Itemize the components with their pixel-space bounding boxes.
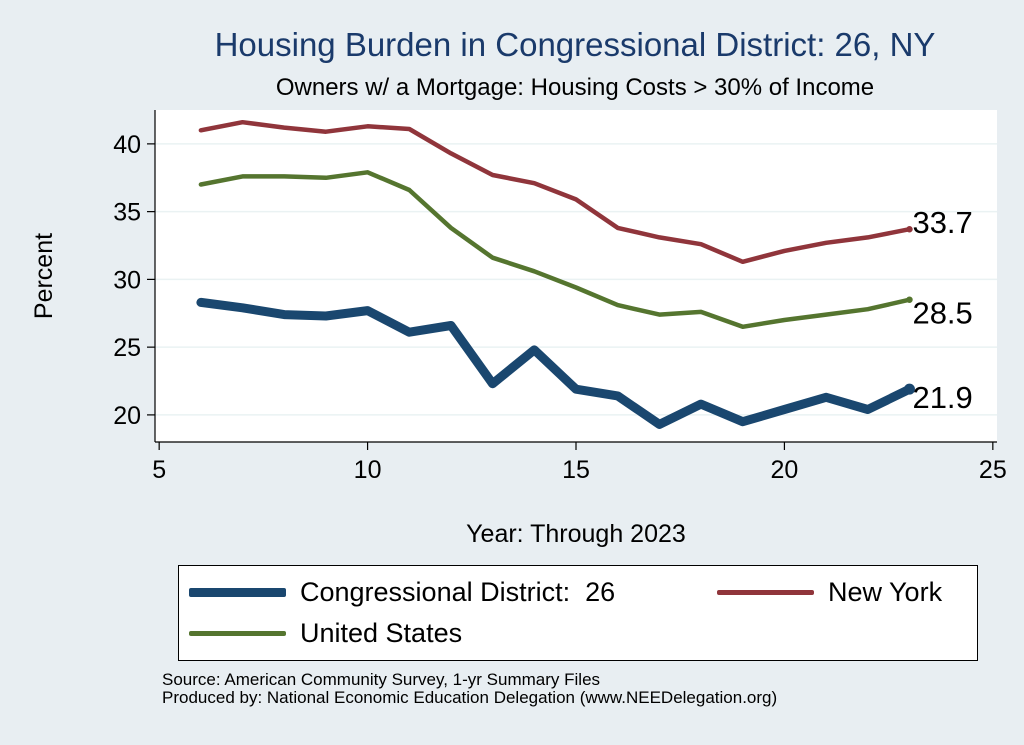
end-labels: 21.9 33.7 28.5 [912,205,972,415]
y-tick-label: 35 [113,199,141,227]
end-point-new-york [906,225,913,233]
x-tick-label: 10 [354,456,382,484]
grid-lines [155,143,997,416]
series-line-united-states [198,170,912,330]
legend-label-united-states: United States [300,618,463,648]
legend-swatch-new-york [717,590,814,595]
source-note: Source: American Community Survey, 1-yr … [162,671,777,707]
legend-item-new-york: New York [717,577,942,608]
y-tick-label: 30 [113,266,141,294]
y-tick-label: 40 [113,131,141,159]
end-point-district [903,383,915,395]
x-axis-label: Year: Through 2023 [466,520,686,548]
source-line: Source: American Community Survey, 1-yr … [162,670,601,689]
chart-title: Housing Burden in Congressional District… [214,26,936,63]
end-label-new-york: 33.7 [912,205,972,240]
x-tick-label: 25 [979,456,1007,484]
line-chart: 20 25 30 35 40 5 10 15 20 25 21.9 33.7 28.5 Percent… [30,110,1007,548]
x-tick-label: 5 [152,456,166,484]
series-line-new-york [198,119,912,265]
legend-label-district: Congressional District: 26 [300,577,616,607]
legend-item-district: Congressional District: 26 [189,577,615,608]
legend-label-new-york: New York [828,577,943,607]
axis-ticks: 20 25 30 35 40 5 10 15 20 25 [113,131,1007,484]
legend-swatch-united-states [189,631,286,636]
x-tick-label: 20 [771,456,799,484]
y-axis-label: Percent [30,233,58,319]
end-point-united-states [906,296,913,303]
end-label-united-states: 28.5 [912,296,972,331]
y-tick-label: 25 [113,334,141,362]
chart-subtitle: Owners w/ a Mortgage: Housing Costs > 30… [275,74,875,101]
producer-line: Produced by: National Economic Education… [162,688,778,707]
series-line-district [196,297,914,429]
end-label-district: 21.9 [912,380,972,415]
legend-item-united-states: United States [189,618,462,649]
x-tick-label: 15 [562,456,590,484]
legend-swatch-district [189,588,286,597]
y-tick-label: 20 [113,402,141,430]
series-lines [196,119,915,429]
chart-legend: Congressional District: 26 New York Unit… [178,565,978,661]
